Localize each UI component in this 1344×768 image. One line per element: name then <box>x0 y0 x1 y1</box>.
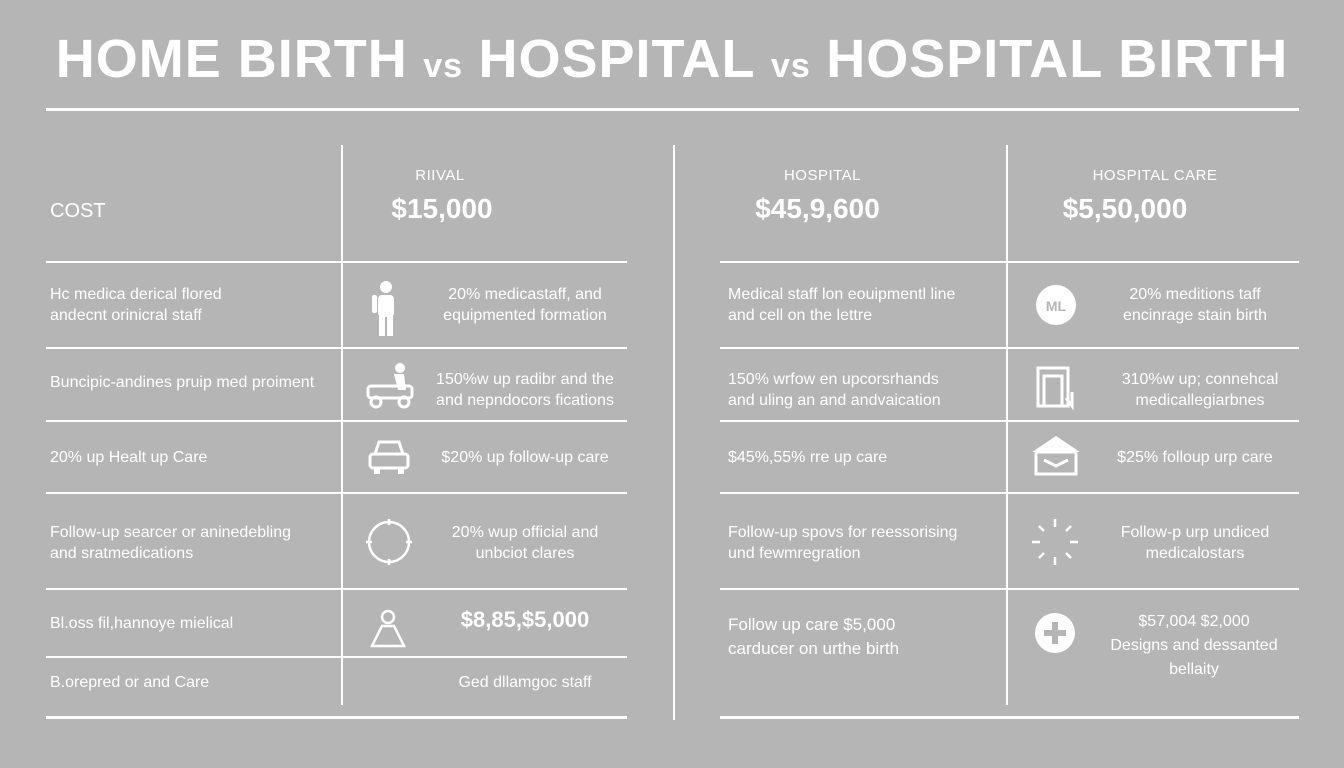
left-row-divider <box>46 588 627 590</box>
center-divider <box>673 145 675 720</box>
right-row-divider <box>720 261 1299 263</box>
wheelchair-vehicle-icon <box>366 363 414 409</box>
left-row-value: $20% up follow-up care <box>441 449 609 466</box>
left-row-label: B.orepred or and Care <box>50 674 210 691</box>
cost-label: COST <box>50 200 106 222</box>
right-table-bottom <box>720 716 1299 719</box>
right-row-divider <box>720 420 1299 422</box>
car-icon <box>368 440 410 474</box>
sparkle-icon <box>1032 519 1078 565</box>
right-row-value: $57,004 $2,000 Designs and dessanted bel… <box>1110 613 1278 678</box>
left-table-bottom <box>46 716 627 719</box>
right-col1-price: $45,9,600 <box>755 193 880 224</box>
left-row-label: Bl.oss fil,hannoye mielical <box>50 615 234 632</box>
right-row-label: Follow-up spovs for reessorising und few… <box>728 524 958 562</box>
title-part-home-birth: HOME BIRTH <box>55 29 408 89</box>
left-row-label: Follow-up searcer or aninedebling and sr… <box>50 524 292 562</box>
left-row-divider <box>46 492 627 494</box>
left-row-value: 20% wup official and unbciot clares <box>451 524 599 562</box>
left-row-divider <box>46 656 627 658</box>
right-col2-header: HOSPITAL CARE <box>1092 167 1218 184</box>
right-row-value: Follow-p urp undiced medicalostars <box>1120 524 1270 562</box>
left-row-label: 20% up Healt up Care <box>50 449 208 466</box>
person-icon <box>372 281 394 336</box>
left-row-divider <box>46 347 627 349</box>
left-table-divider <box>341 145 343 705</box>
right-row-value: $25% folloup urp care <box>1117 449 1273 466</box>
right-row-value: 310%w up; connehcal medicallegiarbnes <box>1121 371 1279 409</box>
right-row-label: $45%,55% rre up care <box>728 449 888 466</box>
right-row-divider <box>720 347 1299 349</box>
right-col2-price: $5,50,000 <box>1062 193 1188 224</box>
house-icon <box>1032 436 1080 476</box>
left-row-value: $8,85,$5,000 <box>460 607 590 632</box>
triangle-person-icon <box>369 609 407 648</box>
badge-icon: ML <box>1036 285 1076 325</box>
right-col1-header: HOSPITAL <box>783 167 862 184</box>
right-row-label: Follow up care $5,000 carducer on urthe … <box>728 615 900 658</box>
left-row-label: Buncipic-andines pruip med proiment <box>50 374 315 391</box>
right-row-label: 150% wrfow en upcorsrhands and uling an … <box>728 371 941 409</box>
page-title: HOME BIRTH vs HOSPITAL vs HOSPITAL BIRTH <box>0 28 1344 90</box>
left-row-divider <box>46 420 627 422</box>
left-row-value: 20% medicastaff, and equipmented formati… <box>443 286 607 324</box>
left-column-price: $15,000 <box>391 193 493 224</box>
right-table-divider <box>1006 145 1008 705</box>
left-column-header: RIIVAL <box>415 167 465 184</box>
left-row-label: Hc medica derical flored andecnt orinicr… <box>50 286 222 324</box>
right-row-label: Medical staff lon eouipmentl line and ce… <box>728 286 956 324</box>
left-row-divider <box>46 261 627 263</box>
title-vs-2: vs <box>770 47 811 85</box>
left-row-value: Ged dllamgoc staff <box>458 674 592 691</box>
svg-text:ML: ML <box>1046 298 1067 314</box>
building-icon <box>1036 366 1074 410</box>
title-vs-1: vs <box>423 47 464 85</box>
right-row-value: 20% meditions taff encinrage stain birth <box>1122 286 1268 324</box>
right-row-divider <box>720 588 1299 590</box>
plus-icon <box>1035 613 1075 653</box>
right-row-divider <box>720 492 1299 494</box>
title-part-hospital-birth: HOSPITAL BIRTH <box>826 29 1289 89</box>
title-part-hospital: HOSPITAL <box>478 29 756 89</box>
title-underline <box>46 108 1299 111</box>
left-row-value: 150%w up radibr and the and nepndocors f… <box>436 371 614 409</box>
circle-target-icon <box>366 519 412 565</box>
